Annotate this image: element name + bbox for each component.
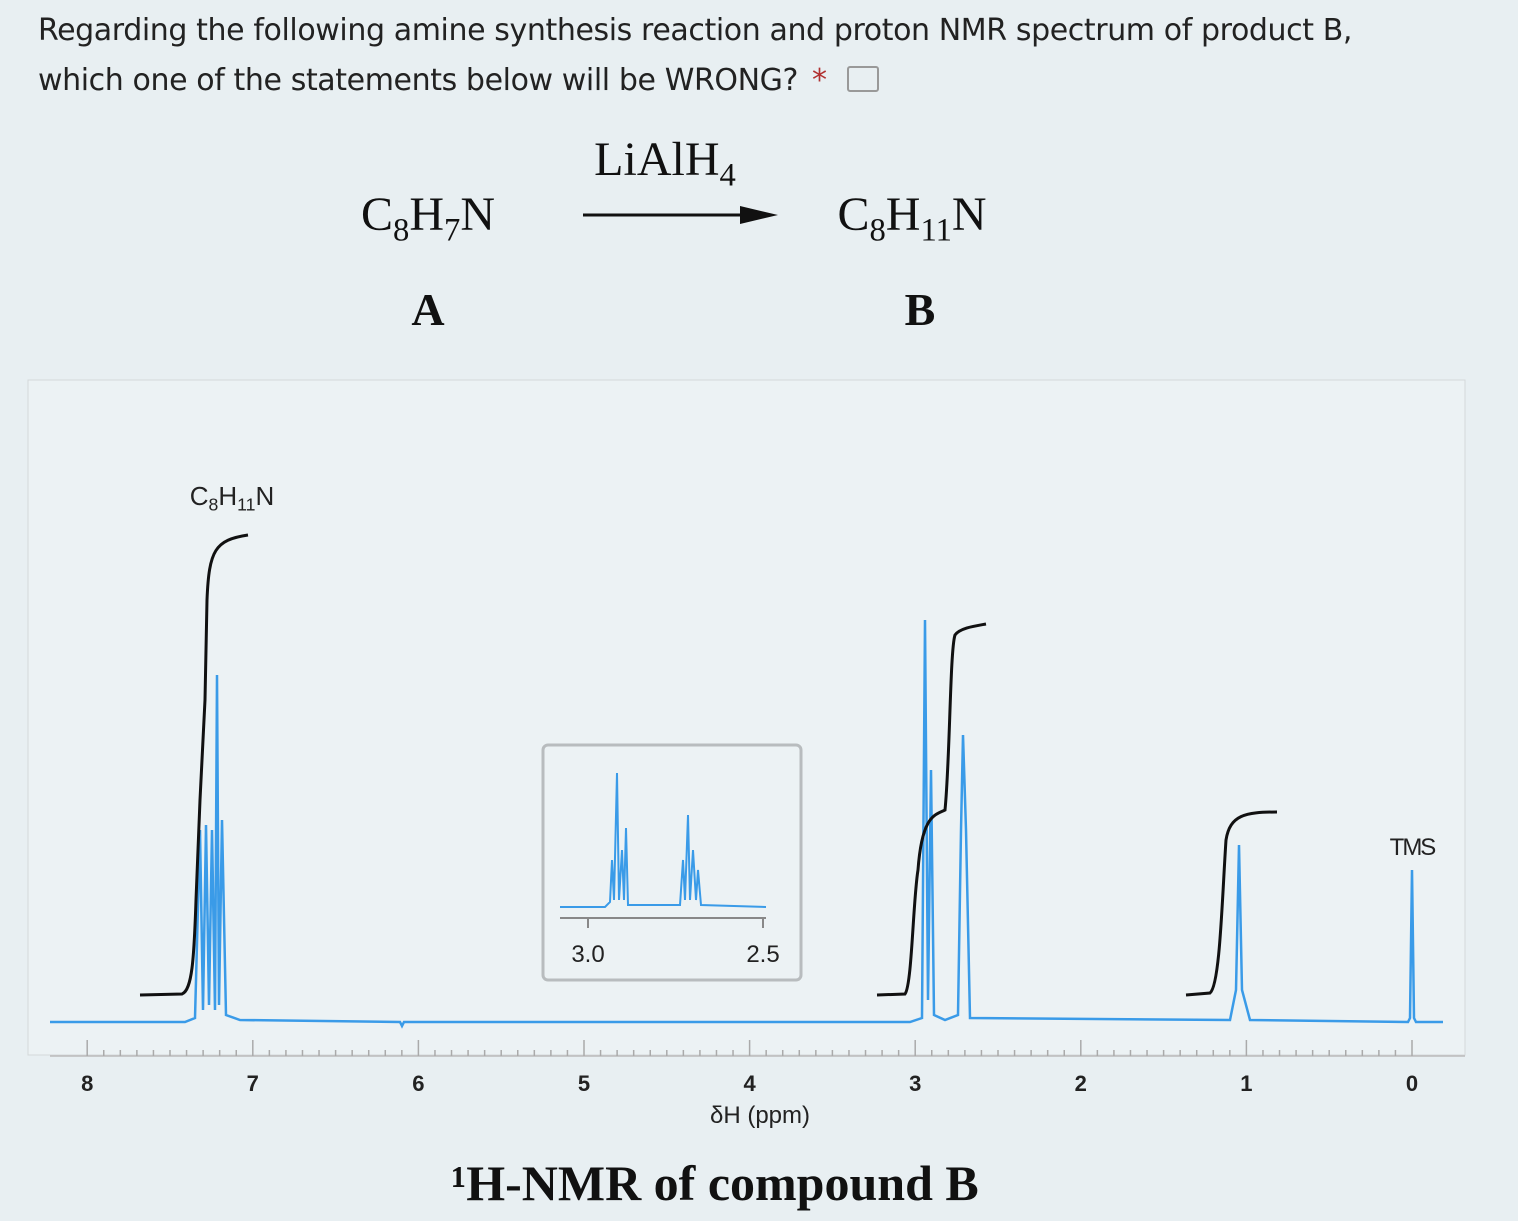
x-tick-label: 6 <box>412 1071 424 1096</box>
inset-trace <box>560 772 767 908</box>
required-mark: * <box>812 63 827 98</box>
product-label: B <box>905 284 936 335</box>
reactant-formula: C8H7N <box>361 188 495 249</box>
inset-tick-label: 2.5 <box>746 941 779 968</box>
product-formula: C8H11N <box>837 188 986 249</box>
x-tick-label: 2 <box>1075 1071 1087 1096</box>
x-tick-label: 8 <box>81 1071 93 1096</box>
x-tick-label: 4 <box>743 1071 756 1096</box>
integral-curve <box>139 533 249 997</box>
audio-icon[interactable] <box>846 66 879 92</box>
question: Regarding the following amine synthesis … <box>38 6 1438 106</box>
x-tick-label: 7 <box>247 1071 259 1096</box>
integral-curve <box>876 622 987 997</box>
axis-label: δH (ppm) <box>710 1102 810 1129</box>
x-tick-label: 3 <box>909 1071 921 1096</box>
inset-tick-label: 3.0 <box>571 941 604 968</box>
integral-curve <box>1185 810 1278 997</box>
x-tick-label: 1 <box>1240 1071 1252 1096</box>
caption: ¹H-NMR of compound B <box>451 1155 979 1211</box>
question-text: Regarding the following amine synthesis … <box>38 13 1353 98</box>
reagent: LiAlH4 <box>594 133 736 194</box>
tms-label: TMS <box>1390 834 1436 861</box>
minor-ticks <box>86 1040 1413 1056</box>
x-tick-label: 0 <box>1406 1071 1418 1096</box>
arrow-head <box>740 206 778 224</box>
reactant-label: A <box>411 284 444 335</box>
nmr-trace <box>50 619 1443 1029</box>
x-tick-label: 5 <box>578 1071 590 1096</box>
inset-box <box>541 743 803 982</box>
formula-label: C8H11N <box>190 481 275 515</box>
inset-ticks: 3.0 2.5 <box>571 918 780 968</box>
